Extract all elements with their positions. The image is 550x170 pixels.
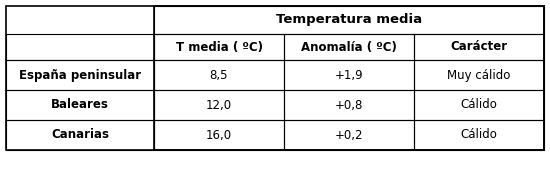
Bar — [6, 90, 154, 120]
Bar — [284, 90, 414, 120]
Text: Muy cálido: Muy cálido — [447, 69, 511, 81]
Bar — [414, 60, 544, 90]
Bar — [154, 60, 284, 90]
Bar — [6, 60, 154, 90]
Text: +0,8: +0,8 — [335, 98, 363, 112]
Bar — [284, 60, 414, 90]
Text: 12,0: 12,0 — [206, 98, 232, 112]
Text: 8,5: 8,5 — [210, 69, 228, 81]
Bar — [154, 34, 284, 60]
Bar — [154, 6, 544, 34]
Bar — [154, 6, 544, 150]
Bar — [6, 6, 544, 150]
Text: T media ( ºC): T media ( ºC) — [175, 40, 262, 54]
Text: 16,0: 16,0 — [206, 129, 232, 141]
Bar — [6, 120, 154, 150]
Text: +0,2: +0,2 — [335, 129, 363, 141]
Text: España peninsular: España peninsular — [19, 69, 141, 81]
Bar — [154, 120, 284, 150]
Text: Carácter: Carácter — [450, 40, 508, 54]
Text: Anomalía ( ºC): Anomalía ( ºC) — [301, 40, 397, 54]
Bar — [414, 90, 544, 120]
Bar — [414, 34, 544, 60]
Text: +1,9: +1,9 — [335, 69, 364, 81]
Bar — [6, 34, 154, 60]
Bar — [284, 34, 414, 60]
Text: Canarias: Canarias — [51, 129, 109, 141]
Text: Cálido: Cálido — [460, 129, 497, 141]
Text: Temperatura media: Temperatura media — [276, 13, 422, 27]
Bar — [414, 120, 544, 150]
Bar — [154, 90, 284, 120]
Text: Cálido: Cálido — [460, 98, 497, 112]
Text: Baleares: Baleares — [51, 98, 109, 112]
Bar — [284, 120, 414, 150]
